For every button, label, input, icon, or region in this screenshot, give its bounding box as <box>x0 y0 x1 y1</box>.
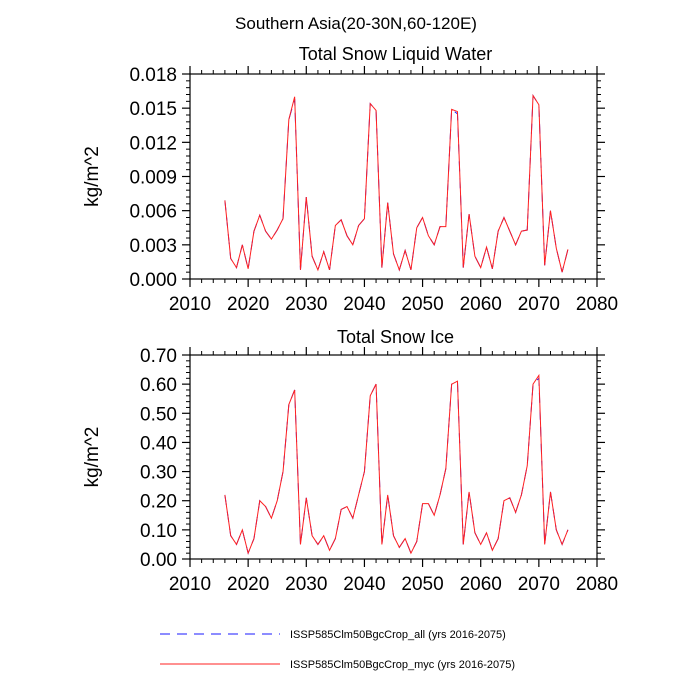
y-tick-label: 0.003 <box>129 236 177 257</box>
series-line-all <box>224 94 569 273</box>
y-tick-label: 0.70 <box>140 346 177 367</box>
panel-title: Total Snow Ice <box>337 327 454 347</box>
legend: ISSP585Clm50BgcCrop_all (yrs 2016-2075) … <box>160 629 515 671</box>
x-tick-label: 2080 <box>576 574 618 595</box>
main-title: Southern Asia(20-30N,60-120E) <box>235 14 477 33</box>
x-tick-label: 2020 <box>227 574 269 595</box>
y-tick-label: 0.50 <box>140 404 177 425</box>
x-tick-label: 2040 <box>343 574 385 595</box>
y-tick-label: 0.00 <box>140 550 177 571</box>
x-tick-label: 2030 <box>285 294 327 315</box>
x-tick-label: 2010 <box>169 294 211 315</box>
plot-frame <box>189 354 598 560</box>
y-tick-label: 0.60 <box>140 375 177 396</box>
x-tick-label: 2070 <box>518 294 560 315</box>
x-tick-label: 2050 <box>401 574 443 595</box>
x-tick-label: 2030 <box>285 574 327 595</box>
y-tick-label: 0.015 <box>129 99 177 120</box>
y-tick-label: 0.20 <box>140 492 177 513</box>
x-tick-label: 2040 <box>343 294 385 315</box>
x-tick-label: 2060 <box>460 574 502 595</box>
x-tick-label: 2080 <box>576 294 618 315</box>
snow-liquid-water-panel: Total Snow Liquid Water 0.000 0.003 0.006 0.… <box>82 44 618 315</box>
panel-title: Total Snow Liquid Water <box>299 44 492 64</box>
legend-label-all: ISSP585Clm50BgcCrop_all (yrs 2016-2075) <box>290 629 506 641</box>
x-tick-label: 2060 <box>460 294 502 315</box>
y-tick-label: 0.000 <box>129 270 177 291</box>
series-line-myc <box>224 94 569 273</box>
y-tick-label: 0.30 <box>140 463 177 484</box>
y-tick-label: 0.006 <box>129 202 177 223</box>
series-line-all <box>224 377 569 555</box>
x-tick-label: 2020 <box>227 294 269 315</box>
y-tick-label: 0.40 <box>140 433 177 454</box>
y-tick-label: 0.10 <box>140 521 177 542</box>
y-tick-label: 0.012 <box>129 133 177 154</box>
y-tick-label: 0.018 <box>129 65 177 86</box>
series-line-myc <box>224 373 569 555</box>
y-tick-label: 0.009 <box>129 168 177 189</box>
y-axis-label: kg/m^2 <box>82 146 103 207</box>
y-axis-label: kg/m^2 <box>82 427 103 488</box>
legend-label-myc: ISSP585Clm50BgcCrop_myc (yrs 2016-2075) <box>290 659 515 671</box>
x-tick-label: 2070 <box>518 574 560 595</box>
x-tick-label: 2050 <box>401 294 443 315</box>
snow-ice-panel: Total Snow Ice 0.00 0.10 0.20 0.30 0.40 0.50 0.… <box>82 327 618 595</box>
x-tick-label: 2010 <box>169 574 211 595</box>
